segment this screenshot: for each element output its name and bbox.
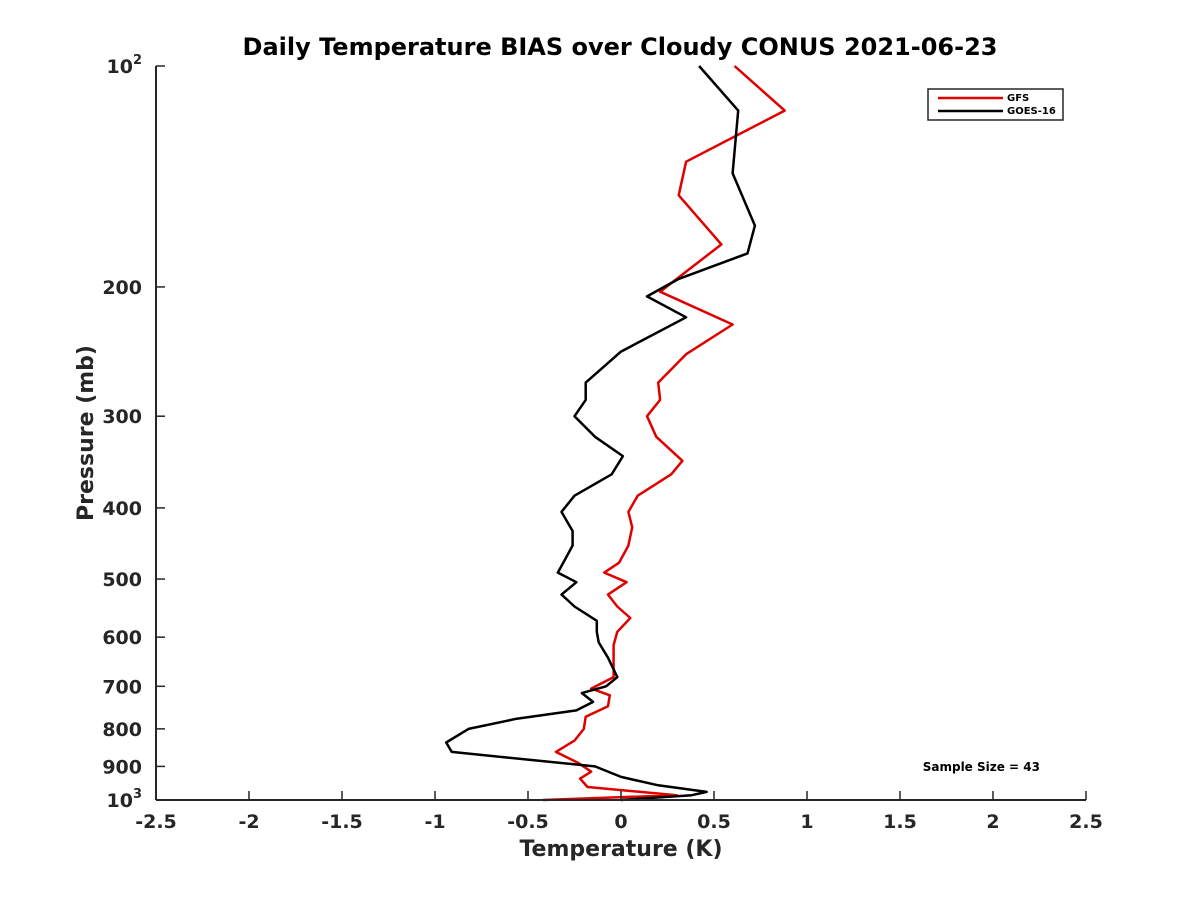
x-tick-label: 0	[614, 811, 627, 833]
legend: GFS GOES-16	[927, 88, 1064, 121]
y-tick-label: 500	[102, 569, 142, 591]
x-tick-label: 2.5	[1069, 811, 1103, 833]
x-axis-label: Temperature (K)	[519, 837, 722, 862]
y-tick-label: 700	[102, 676, 142, 698]
x-tick-label: 1	[800, 811, 813, 833]
x-tick-label: 0.5	[697, 811, 731, 833]
y-tick-label: 400	[102, 498, 142, 520]
y-tick-label: 800	[102, 719, 142, 741]
y-tick-label: 200	[102, 277, 142, 299]
legend-label-goes-16: GOES-16	[1007, 106, 1056, 117]
y-ticks: 102 200 300 400 500 600 700 800 900 103	[102, 53, 165, 812]
y-axis-label: Pressure (mb)	[74, 345, 99, 521]
series-line-gfs	[542, 65, 786, 802]
legend-label-gfs: GFS	[1007, 93, 1029, 104]
series-line-goes-16	[444, 65, 757, 802]
y-tick-label: 300	[102, 406, 142, 428]
y-tick-label: 900	[102, 756, 142, 778]
x-ticks: -2.5 -2 -1.5 -1 -0.5 0 0.5 1 1.5 2 2.5	[135, 791, 1103, 833]
x-tick-label: -2.5	[135, 811, 177, 833]
x-tick-label: -2	[238, 811, 259, 833]
y-tick-label: 103	[107, 787, 143, 812]
x-tick-label: -0.5	[507, 811, 549, 833]
x-tick-label: -1	[424, 811, 445, 833]
x-tick-label: 2	[986, 811, 999, 833]
chart-title: Daily Temperature BIAS over Cloudy CONUS…	[243, 33, 998, 61]
sample-size-annotation: Sample Size = 43	[923, 760, 1040, 774]
legend-box	[927, 88, 1064, 121]
y-tick-label: 102	[107, 53, 143, 78]
series-layer	[444, 65, 786, 802]
x-tick-label: -1.5	[321, 811, 363, 833]
x-tick-label: 1.5	[883, 811, 917, 833]
y-tick-label: 600	[102, 627, 142, 649]
